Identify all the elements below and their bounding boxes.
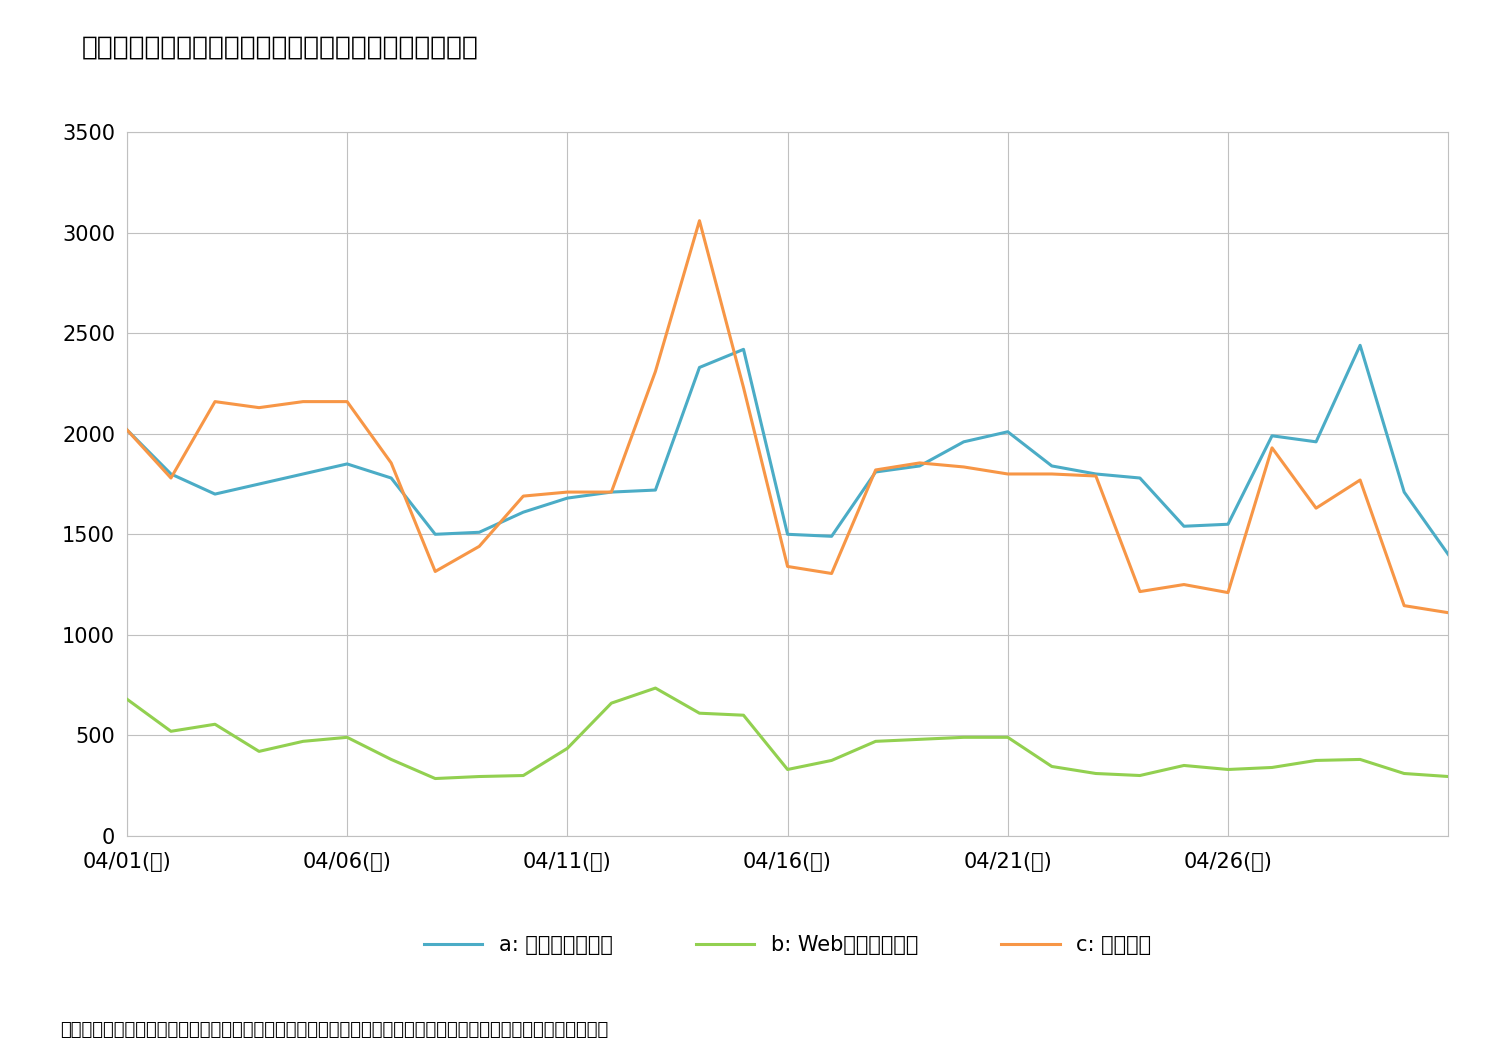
c: 単独投稿: (1, 1.78e+03): 単独投稿: (1, 1.78e+03): [163, 472, 181, 485]
a: ツイートが契機: (0, 2.02e+03): ツイートが契機: (0, 2.02e+03): [118, 423, 136, 436]
Text: （注１）同一のユーザーが同日に同じ投稿契機区分で複数の年金ツイートを投稿していても、１名と数えている。: （注１）同一のユーザーが同日に同じ投稿契機区分で複数の年金ツイートを投稿していて…: [60, 1021, 608, 1039]
c: 単独投稿: (15, 1.34e+03): 単独投稿: (15, 1.34e+03): [779, 560, 797, 572]
a: ツイートが契機: (29, 1.71e+03): ツイートが契機: (29, 1.71e+03): [1394, 486, 1412, 498]
a: ツイートが契機: (17, 1.81e+03): ツイートが契機: (17, 1.81e+03): [866, 466, 884, 478]
a: ツイートが契機: (7, 1.5e+03): ツイートが契機: (7, 1.5e+03): [427, 528, 445, 541]
a: ツイートが契機: (19, 1.96e+03): ツイートが契機: (19, 1.96e+03): [956, 436, 973, 449]
a: ツイートが契機: (23, 1.78e+03): ツイートが契機: (23, 1.78e+03): [1132, 472, 1150, 485]
c: 単独投稿: (27, 1.63e+03): 単独投稿: (27, 1.63e+03): [1308, 501, 1326, 514]
c: 単独投稿: (0, 2.02e+03): 単独投稿: (0, 2.02e+03): [118, 423, 136, 436]
b: Webページが契機: (8, 295): Webページが契機: (8, 295): [470, 770, 488, 783]
b: Webページが契機: (5, 490): Webページが契機: (5, 490): [337, 731, 355, 744]
b: Webページが契機: (27, 375): Webページが契機: (27, 375): [1308, 754, 1326, 767]
Line: b: Webページが契機: b: Webページが契機: [127, 688, 1448, 779]
a: ツイートが契機: (9, 1.61e+03): ツイートが契機: (9, 1.61e+03): [514, 506, 533, 518]
c: 単独投稿: (8, 1.44e+03): 単独投稿: (8, 1.44e+03): [470, 540, 488, 552]
a: ツイートが契機: (25, 1.55e+03): ツイートが契機: (25, 1.55e+03): [1218, 518, 1236, 531]
c: 単独投稿: (5, 2.16e+03): 単独投稿: (5, 2.16e+03): [337, 396, 355, 408]
c: 単独投稿: (18, 1.86e+03): 単独投稿: (18, 1.86e+03): [911, 457, 929, 470]
c: 単独投稿: (9, 1.69e+03): 単独投稿: (9, 1.69e+03): [514, 490, 533, 503]
b: Webページが契機: (19, 490): Webページが契機: (19, 490): [956, 731, 973, 744]
a: ツイートが契機: (18, 1.84e+03): ツイートが契機: (18, 1.84e+03): [911, 459, 929, 472]
b: Webページが契機: (9, 300): Webページが契機: (9, 300): [514, 769, 533, 782]
a: ツイートが契機: (12, 1.72e+03): ツイートが契機: (12, 1.72e+03): [646, 484, 664, 496]
c: 単独投稿: (29, 1.14e+03): 単独投稿: (29, 1.14e+03): [1394, 599, 1412, 612]
c: 単独投稿: (13, 3.06e+03): 単独投稿: (13, 3.06e+03): [690, 215, 708, 227]
b: Webページが契機: (30, 295): Webページが契機: (30, 295): [1439, 770, 1457, 783]
b: Webページが契機: (29, 310): Webページが契機: (29, 310): [1394, 767, 1412, 780]
b: Webページが契機: (24, 350): Webページが契機: (24, 350): [1175, 760, 1193, 772]
a: ツイートが契機: (1, 1.8e+03): ツイートが契機: (1, 1.8e+03): [163, 468, 181, 480]
a: ツイートが契機: (28, 2.44e+03): ツイートが契機: (28, 2.44e+03): [1351, 339, 1369, 351]
b: Webページが契機: (13, 610): Webページが契機: (13, 610): [690, 707, 708, 719]
b: Webページが契機: (22, 310): Webページが契機: (22, 310): [1087, 767, 1105, 780]
a: ツイートが契機: (14, 2.42e+03): ツイートが契機: (14, 2.42e+03): [735, 343, 752, 355]
a: ツイートが契機: (27, 1.96e+03): ツイートが契機: (27, 1.96e+03): [1308, 436, 1326, 449]
c: 単独投稿: (14, 2.23e+03): 単独投稿: (14, 2.23e+03): [735, 381, 752, 394]
a: ツイートが契機: (6, 1.78e+03): ツイートが契機: (6, 1.78e+03): [382, 472, 400, 485]
c: 単独投稿: (12, 2.31e+03): 単独投稿: (12, 2.31e+03): [646, 365, 664, 378]
c: 単独投稿: (10, 1.71e+03): 単独投稿: (10, 1.71e+03): [558, 486, 576, 498]
b: Webページが契機: (14, 600): Webページが契機: (14, 600): [735, 709, 752, 722]
b: Webページが契機: (25, 330): Webページが契機: (25, 330): [1218, 763, 1236, 776]
c: 単独投稿: (17, 1.82e+03): 単独投稿: (17, 1.82e+03): [866, 463, 884, 476]
b: Webページが契機: (12, 735): Webページが契機: (12, 735): [646, 681, 664, 694]
c: 単独投稿: (7, 1.32e+03): 単独投稿: (7, 1.32e+03): [427, 565, 445, 578]
a: ツイートが契機: (24, 1.54e+03): ツイートが契機: (24, 1.54e+03): [1175, 519, 1193, 532]
a: ツイートが契機: (5, 1.85e+03): ツイートが契機: (5, 1.85e+03): [337, 457, 355, 470]
c: 単独投稿: (2, 2.16e+03): 単独投稿: (2, 2.16e+03): [206, 396, 224, 408]
b: Webページが契機: (1, 520): Webページが契機: (1, 520): [163, 725, 181, 737]
c: 単独投稿: (23, 1.22e+03): 単独投稿: (23, 1.22e+03): [1132, 585, 1150, 598]
a: ツイートが契機: (13, 2.33e+03): ツイートが契機: (13, 2.33e+03): [690, 361, 708, 373]
c: 単独投稿: (20, 1.8e+03): 単独投稿: (20, 1.8e+03): [999, 468, 1017, 480]
b: Webページが契機: (2, 555): Webページが契機: (2, 555): [206, 718, 224, 731]
a: ツイートが契機: (11, 1.71e+03): ツイートが契機: (11, 1.71e+03): [603, 486, 621, 498]
b: Webページが契機: (16, 375): Webページが契機: (16, 375): [823, 754, 841, 767]
c: 単独投稿: (22, 1.79e+03): 単独投稿: (22, 1.79e+03): [1087, 470, 1105, 482]
b: Webページが契機: (11, 660): Webページが契機: (11, 660): [603, 697, 621, 710]
b: Webページが契機: (23, 300): Webページが契機: (23, 300): [1132, 769, 1150, 782]
b: Webページが契機: (17, 470): Webページが契機: (17, 470): [866, 735, 884, 748]
a: ツイートが契機: (20, 2.01e+03): ツイートが契機: (20, 2.01e+03): [999, 425, 1017, 438]
b: Webページが契機: (10, 435): Webページが契機: (10, 435): [558, 742, 576, 754]
c: 単独投稿: (24, 1.25e+03): 単独投稿: (24, 1.25e+03): [1175, 578, 1193, 590]
Line: a: ツイートが契機: a: ツイートが契機: [127, 345, 1448, 554]
b: Webページが契機: (3, 420): Webページが契機: (3, 420): [251, 745, 269, 758]
b: Webページが契機: (6, 380): Webページが契機: (6, 380): [382, 753, 400, 766]
a: ツイートが契機: (8, 1.51e+03): ツイートが契機: (8, 1.51e+03): [470, 526, 488, 539]
a: ツイートが契機: (30, 1.4e+03): ツイートが契機: (30, 1.4e+03): [1439, 548, 1457, 561]
c: 単独投稿: (30, 1.11e+03): 単独投稿: (30, 1.11e+03): [1439, 606, 1457, 619]
c: 単独投稿: (28, 1.77e+03): 単独投稿: (28, 1.77e+03): [1351, 474, 1369, 487]
a: ツイートが契機: (26, 1.99e+03): ツイートが契機: (26, 1.99e+03): [1263, 430, 1281, 442]
a: ツイートが契機: (3, 1.75e+03): ツイートが契機: (3, 1.75e+03): [251, 477, 269, 490]
b: Webページが契機: (26, 340): Webページが契機: (26, 340): [1263, 761, 1281, 773]
c: 単独投稿: (16, 1.3e+03): 単独投稿: (16, 1.3e+03): [823, 567, 841, 580]
c: 単独投稿: (21, 1.8e+03): 単独投稿: (21, 1.8e+03): [1042, 468, 1060, 480]
c: 単独投稿: (6, 1.86e+03): 単独投稿: (6, 1.86e+03): [382, 457, 400, 470]
a: ツイートが契機: (16, 1.49e+03): ツイートが契機: (16, 1.49e+03): [823, 530, 841, 543]
c: 単独投稿: (26, 1.93e+03): 単独投稿: (26, 1.93e+03): [1263, 441, 1281, 454]
b: Webページが契機: (15, 330): Webページが契機: (15, 330): [779, 763, 797, 776]
a: ツイートが契機: (10, 1.68e+03): ツイートが契機: (10, 1.68e+03): [558, 492, 576, 505]
c: 単独投稿: (25, 1.21e+03): 単独投稿: (25, 1.21e+03): [1218, 586, 1236, 599]
b: Webページが契機: (20, 490): Webページが契機: (20, 490): [999, 731, 1017, 744]
Text: 図表６　投稿契機区分別に見た年金ツイートの投稿者数: 図表６ 投稿契機区分別に見た年金ツイートの投稿者数: [82, 35, 479, 61]
b: Webページが契機: (7, 285): Webページが契機: (7, 285): [427, 772, 445, 785]
a: ツイートが契機: (22, 1.8e+03): ツイートが契機: (22, 1.8e+03): [1087, 468, 1105, 480]
Legend: a: ツイートが契機, b: Webページが契機, c: 単独投稿: a: ツイートが契機, b: Webページが契機, c: 単独投稿: [415, 927, 1160, 964]
c: 単独投稿: (4, 2.16e+03): 単独投稿: (4, 2.16e+03): [294, 396, 312, 408]
b: Webページが契機: (4, 470): Webページが契機: (4, 470): [294, 735, 312, 748]
b: Webページが契機: (21, 345): Webページが契機: (21, 345): [1042, 760, 1060, 772]
b: Webページが契機: (0, 680): Webページが契機: (0, 680): [118, 693, 136, 706]
c: 単独投稿: (19, 1.84e+03): 単独投稿: (19, 1.84e+03): [956, 460, 973, 473]
b: Webページが契機: (18, 480): Webページが契機: (18, 480): [911, 733, 929, 746]
a: ツイートが契機: (21, 1.84e+03): ツイートが契機: (21, 1.84e+03): [1042, 459, 1060, 472]
a: ツイートが契機: (15, 1.5e+03): ツイートが契機: (15, 1.5e+03): [779, 528, 797, 541]
b: Webページが契機: (28, 380): Webページが契機: (28, 380): [1351, 753, 1369, 766]
c: 単独投稿: (3, 2.13e+03): 単独投稿: (3, 2.13e+03): [251, 401, 269, 414]
a: ツイートが契機: (4, 1.8e+03): ツイートが契機: (4, 1.8e+03): [294, 468, 312, 480]
a: ツイートが契機: (2, 1.7e+03): ツイートが契機: (2, 1.7e+03): [206, 488, 224, 500]
c: 単独投稿: (11, 1.71e+03): 単独投稿: (11, 1.71e+03): [603, 486, 621, 498]
Line: c: 単独投稿: c: 単独投稿: [127, 221, 1448, 613]
